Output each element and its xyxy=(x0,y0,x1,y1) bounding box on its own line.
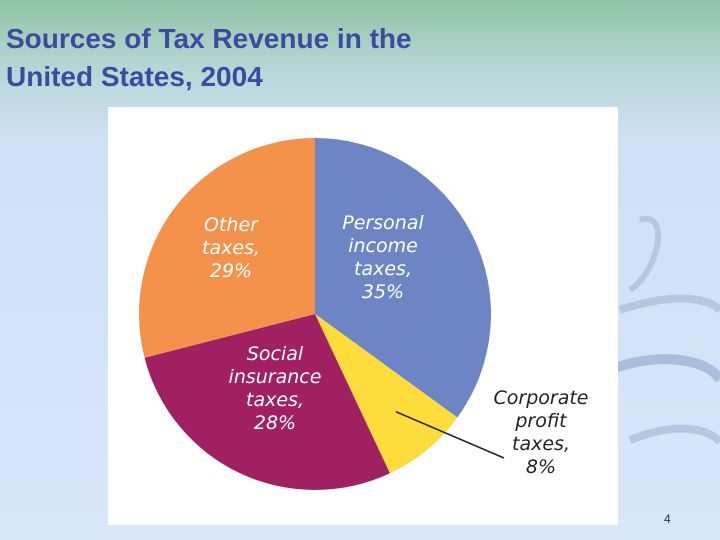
slice-other xyxy=(139,138,315,358)
pie-chart: Personal income taxes, 35% Corporate profit ta… xyxy=(139,138,589,490)
slice-corporate-profit-label: Corporate profit taxes, 8% xyxy=(494,387,589,478)
slice-social-insurance xyxy=(144,314,390,490)
slice-personal-income-label: Personal income taxes, 35% xyxy=(342,212,424,303)
page-number: 4 xyxy=(664,512,671,526)
slice-other-label: Other taxes, 29% xyxy=(202,214,260,282)
slice-personal-income xyxy=(315,138,491,418)
decorative-swoosh-icon xyxy=(608,215,720,445)
slice-social-insurance-label: Social insurance taxes, 28% xyxy=(229,343,322,434)
chart-panel: Personal income taxes, 35% Corporate profit ta… xyxy=(108,107,618,525)
corporate-leader-line xyxy=(395,410,505,459)
slice-corporate-profit xyxy=(315,314,458,474)
slide-title: Sources of Tax Revenue in the United Sta… xyxy=(6,23,412,92)
